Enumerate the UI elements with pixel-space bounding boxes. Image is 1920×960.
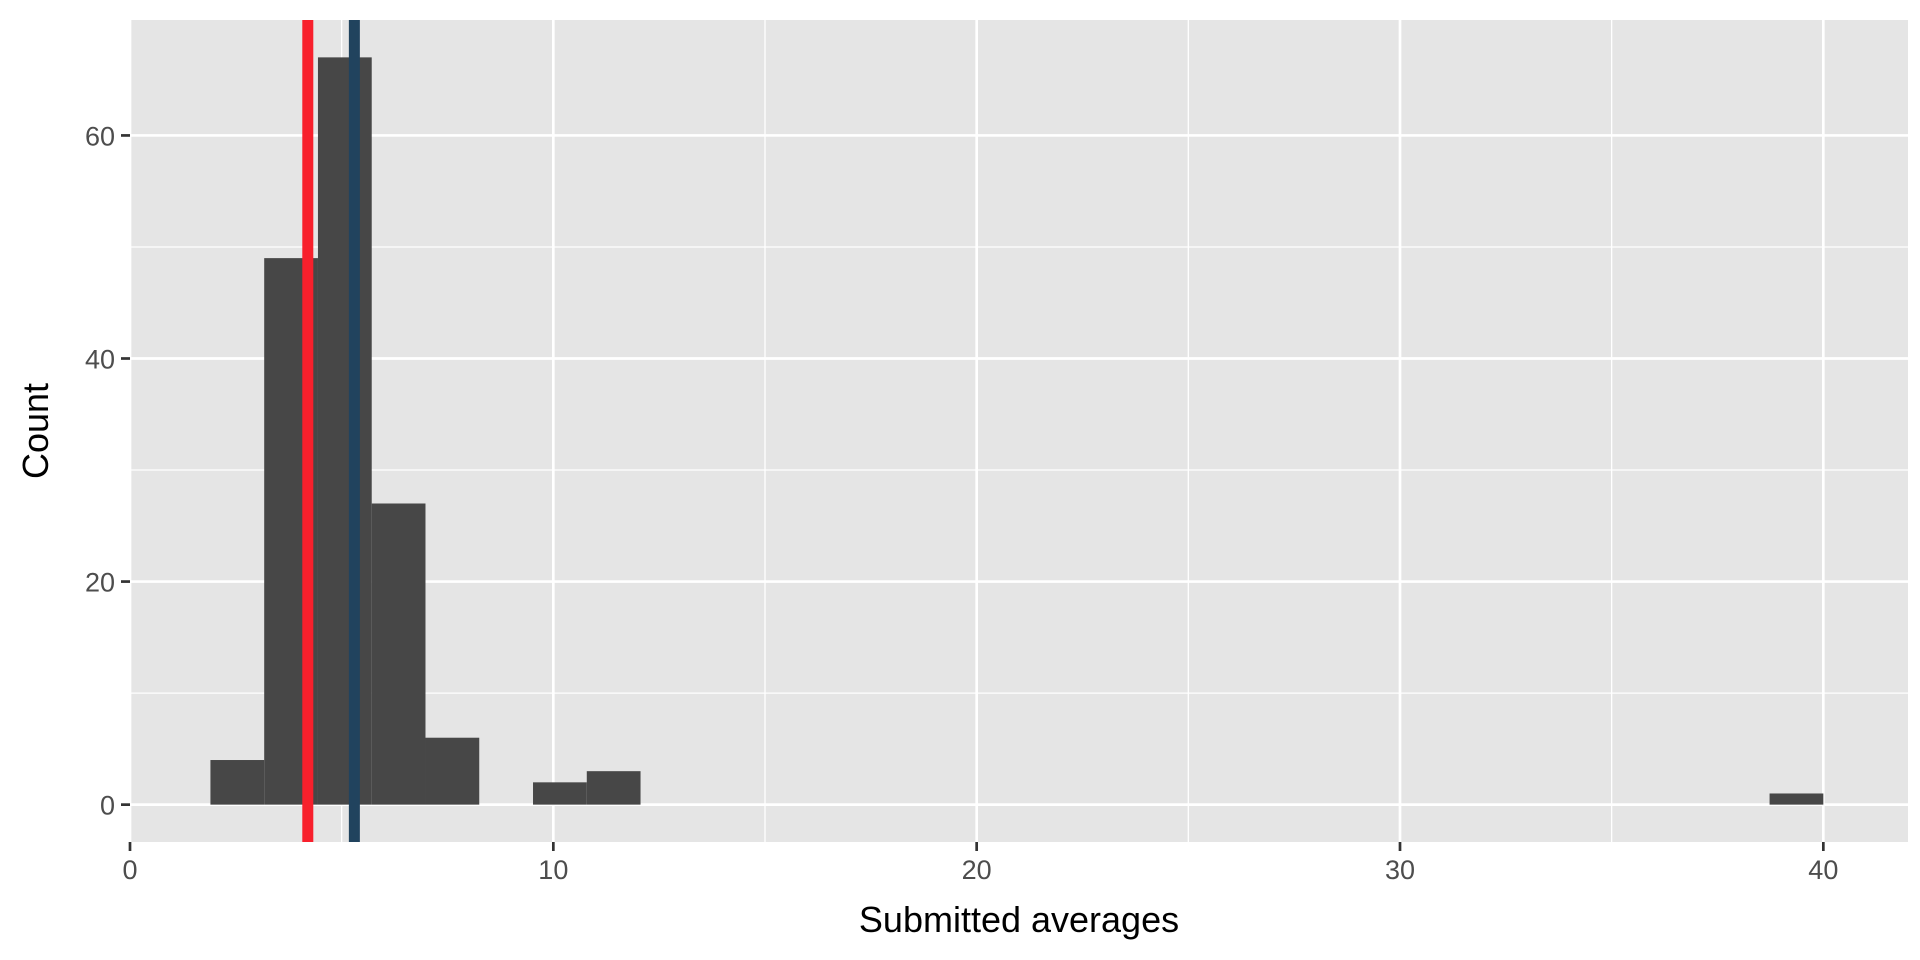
x-tick-label: 10 xyxy=(538,855,568,885)
x-axis-title: Submitted averages xyxy=(859,899,1179,940)
y-tick-labels: 0 20 40 60 xyxy=(85,121,115,820)
y-tick-label: 60 xyxy=(85,121,115,151)
y-axis-title: Count xyxy=(15,383,56,479)
reference-lines xyxy=(302,20,360,842)
y-tick-label: 20 xyxy=(85,568,115,598)
y-tick-label: 40 xyxy=(85,345,115,375)
histogram-bar xyxy=(210,760,265,805)
histogram-bar xyxy=(317,57,372,805)
histogram-bar xyxy=(371,503,426,805)
x-tick-labels: 0 10 20 30 40 xyxy=(122,855,1838,885)
major-grid xyxy=(128,20,1908,842)
x-tick-label: 0 xyxy=(122,855,137,885)
histogram-bar xyxy=(425,737,480,805)
histogram-bar xyxy=(1769,793,1824,805)
y-tick-label: 0 xyxy=(100,791,115,821)
x-tick-label: 20 xyxy=(962,855,992,885)
x-tick-label: 30 xyxy=(1385,855,1415,885)
axis-ticks xyxy=(121,134,1825,851)
histogram-bar xyxy=(533,782,587,805)
x-tick-label: 40 xyxy=(1808,855,1838,885)
histogram-bar xyxy=(586,771,641,805)
